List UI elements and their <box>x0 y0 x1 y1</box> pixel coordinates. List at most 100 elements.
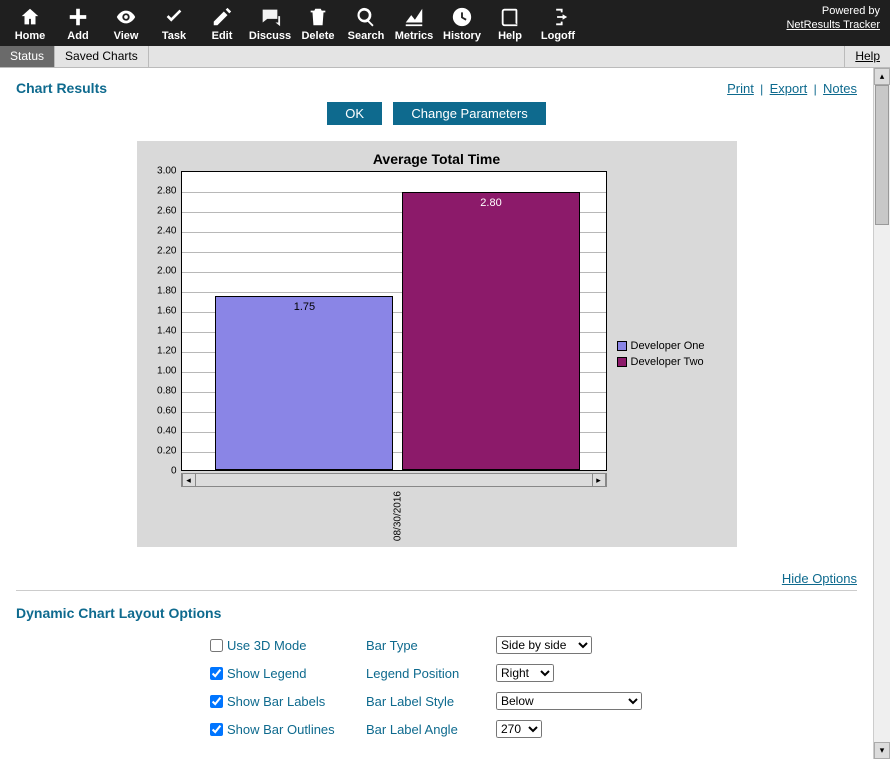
book-icon <box>499 6 521 28</box>
opt-check-show-bar-outlines[interactable] <box>210 723 223 736</box>
y-tick: 1.00 <box>157 366 176 377</box>
scroll-thumb[interactable] <box>875 85 889 225</box>
top-links: Print | Export | Notes <box>727 81 857 96</box>
toolbar-discuss[interactable]: Discuss <box>246 6 294 44</box>
plus-icon <box>67 6 89 28</box>
subbar-help[interactable]: Help <box>844 46 890 67</box>
opt-check-label: Show Bar Labels <box>227 694 325 709</box>
legend-swatch <box>617 357 627 367</box>
chart-plot-area: 1.75 2.80 <box>181 171 607 471</box>
legend-label: Developer Two <box>631 356 704 368</box>
opt-select-label: Bar Label Style <box>366 694 496 709</box>
chart-icon <box>403 6 425 28</box>
vertical-scrollbar[interactable]: ▴ ▾ <box>873 68 890 759</box>
y-tick: 1.80 <box>157 286 176 297</box>
option-row: Show Bar Outlines Bar Label Angle270 <box>206 715 857 743</box>
powered-link[interactable]: NetResults Tracker <box>786 19 880 31</box>
toolbar-metrics[interactable]: Metrics <box>390 6 438 44</box>
opt-select-bar-label-style[interactable]: Below <box>496 692 642 710</box>
toolbar-view[interactable]: View <box>102 6 150 44</box>
tab-status[interactable]: Status <box>0 46 55 67</box>
main-toolbar: Home Add View Task Edit DiscussDelete Search Me… <box>0 0 890 46</box>
opt-check-label: Show Bar Outlines <box>227 722 335 737</box>
toolbar-delete[interactable]: Delete <box>294 6 342 44</box>
scroll-down-arrow[interactable]: ▾ <box>874 742 890 759</box>
y-tick: 1.60 <box>157 306 176 317</box>
tab-saved-charts[interactable]: Saved Charts <box>55 46 149 67</box>
export-link[interactable]: Export <box>770 81 808 96</box>
powered-by: Powered by NetResults Tracker <box>786 4 880 32</box>
logout-icon <box>547 6 569 28</box>
toolbar-label: View <box>114 30 139 42</box>
opt-check-label: Show Legend <box>227 666 307 681</box>
toolbar-task[interactable]: Task <box>150 6 198 44</box>
legend-label: Developer One <box>631 340 705 352</box>
check-icon <box>163 6 185 28</box>
toolbar-search[interactable]: Search <box>342 6 390 44</box>
toolbar-label: Help <box>498 30 522 42</box>
toolbar-edit[interactable]: Edit <box>198 6 246 44</box>
home-icon <box>19 6 41 28</box>
sub-toolbar: Status Saved Charts Help <box>0 46 890 68</box>
y-tick: 2.80 <box>157 186 176 197</box>
opt-select-bar-label-angle[interactable]: 270 <box>496 720 542 738</box>
notes-link[interactable]: Notes <box>823 81 857 96</box>
chart-legend: Developer One Developer Two <box>607 171 727 537</box>
opt-select-bar-type[interactable]: Side by side <box>496 636 592 654</box>
y-tick: 3.00 <box>157 166 176 177</box>
opt-select-label: Bar Label Angle <box>366 722 496 737</box>
toolbar-add[interactable]: Add <box>54 6 102 44</box>
y-tick: 1.40 <box>157 326 176 337</box>
toolbar-home[interactable]: Home <box>6 6 54 44</box>
x-category-label: 08/30/2016 <box>392 491 403 541</box>
y-tick: 0.60 <box>157 406 176 417</box>
y-tick: 2.60 <box>157 206 176 217</box>
toolbar-label: History <box>443 30 481 42</box>
scroll-up-arrow[interactable]: ▴ <box>874 68 890 85</box>
powered-label: Powered by <box>822 5 880 17</box>
chat-icon <box>259 6 281 28</box>
toolbar-label: Search <box>348 30 385 42</box>
opt-select-legend-position[interactable]: Right <box>496 664 554 682</box>
opt-check-show-legend[interactable] <box>210 667 223 680</box>
y-tick: 2.00 <box>157 266 176 277</box>
chart-bar: 2.80 <box>402 192 580 470</box>
toolbar-logoff[interactable]: Logoff <box>534 6 582 44</box>
opt-select-label: Bar Type <box>366 638 496 653</box>
chart-bar: 1.75 <box>215 296 393 470</box>
toolbar-label: Task <box>162 30 186 42</box>
scroll-left-arrow[interactable]: ◂ <box>182 474 196 486</box>
y-tick: 0 <box>171 466 177 477</box>
options-table: Use 3D ModeBar TypeSide by sideShow Lege… <box>206 631 857 743</box>
page-title: Chart Results <box>16 80 107 96</box>
content-area: Chart Results Print | Export | Notes OK … <box>0 68 873 763</box>
legend-item: Developer Two <box>617 356 727 368</box>
search-icon <box>355 6 377 28</box>
pencil-icon <box>211 6 233 28</box>
legend-item: Developer One <box>617 340 727 352</box>
hide-options-link[interactable]: Hide Options <box>782 571 857 586</box>
opt-check-use-3d-mode[interactable] <box>210 639 223 652</box>
opt-select-label: Legend Position <box>366 666 496 681</box>
chart-x-axis: 08/30/2016 <box>181 487 607 537</box>
toolbar-history[interactable]: History <box>438 6 486 44</box>
ok-button[interactable]: OK <box>327 102 382 125</box>
toolbar-label: Home <box>15 30 46 42</box>
print-link[interactable]: Print <box>727 81 754 96</box>
legend-swatch <box>617 341 627 351</box>
bar-value-label: 2.80 <box>403 197 579 209</box>
toolbar-label: Edit <box>212 30 233 42</box>
y-tick: 2.20 <box>157 246 176 257</box>
option-row: Use 3D ModeBar TypeSide by side <box>206 631 857 659</box>
chart-h-scrollbar[interactable]: ◂ ▸ <box>181 473 607 487</box>
opt-check-show-bar-labels[interactable] <box>210 695 223 708</box>
divider <box>16 590 857 591</box>
option-row: Show Legend Legend PositionRight <box>206 659 857 687</box>
change-parameters-button[interactable]: Change Parameters <box>393 102 545 125</box>
toolbar-help[interactable]: Help <box>486 6 534 44</box>
y-tick: 0.40 <box>157 426 176 437</box>
trash-icon <box>307 6 329 28</box>
scroll-right-arrow[interactable]: ▸ <box>592 474 606 486</box>
toolbar-label: Discuss <box>249 30 291 42</box>
chart-title: Average Total Time <box>147 151 727 167</box>
